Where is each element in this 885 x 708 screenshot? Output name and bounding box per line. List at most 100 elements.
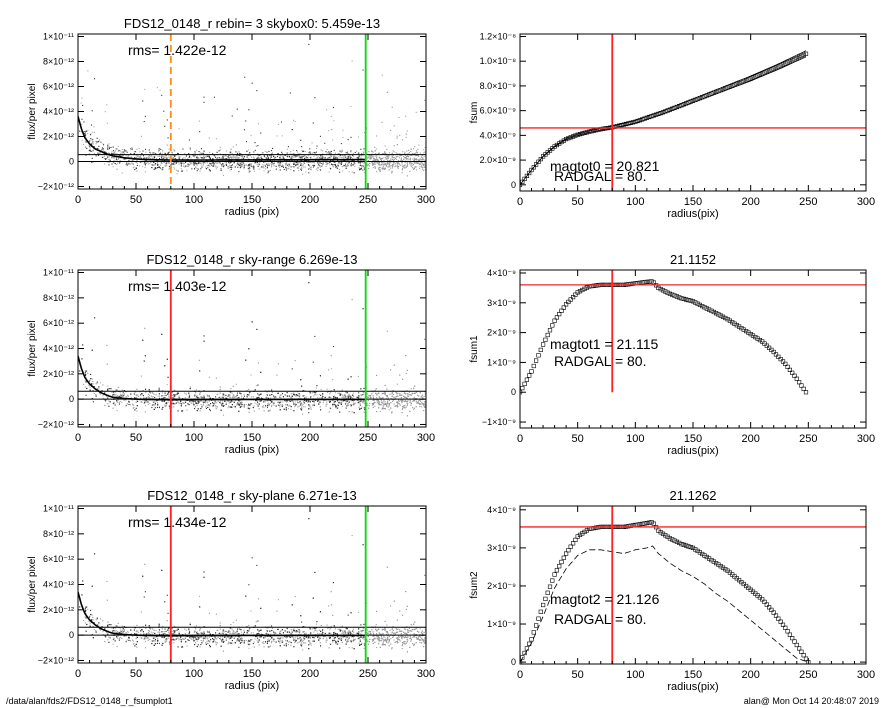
scatter-point [174, 157, 176, 159]
scatter-point [396, 383, 398, 385]
scatter-point [287, 146, 289, 148]
scatter-point [128, 401, 130, 403]
scatter-point [393, 364, 395, 366]
scatter-point [179, 156, 181, 158]
scatter-point [421, 166, 423, 168]
scatter-point [157, 402, 159, 404]
scatter-point [383, 153, 385, 155]
scatter-point [410, 394, 412, 396]
scatter-point [221, 157, 223, 159]
scatter-point [377, 159, 379, 161]
scatter-point [326, 164, 328, 166]
scatter-point [189, 163, 191, 165]
scatter-point [231, 157, 233, 159]
scatter-point [120, 153, 122, 155]
scatter-point [233, 397, 235, 399]
scatter-point [99, 152, 101, 154]
scatter-point [90, 134, 92, 136]
scatter-point [289, 400, 291, 402]
scatter-point [393, 396, 395, 398]
scatter-point [294, 163, 296, 165]
scatter-point [416, 398, 418, 400]
scatter-point [229, 162, 231, 164]
scatter-point [347, 164, 349, 166]
scatter-point [393, 156, 395, 158]
scatter-point [82, 344, 84, 346]
scatter-point [379, 157, 381, 159]
scatter-point [153, 401, 155, 403]
scatter-point [219, 149, 221, 151]
scatter-point [292, 162, 294, 164]
scatter-point [363, 165, 365, 167]
scatter-point [218, 150, 220, 152]
scatter-point [196, 170, 198, 172]
scatter-point [209, 158, 211, 160]
scatter-point [333, 389, 335, 391]
scatter-point [301, 165, 303, 167]
scatter-point [265, 168, 267, 170]
scatter-point [115, 389, 117, 391]
scatter-point [193, 162, 195, 164]
scatter-point [166, 162, 168, 164]
scatter-point [231, 404, 233, 406]
scatter-point [266, 160, 268, 162]
scatter-point [404, 161, 406, 163]
scatter-point [335, 405, 337, 407]
scatter-point [393, 161, 395, 163]
plot-area [78, 270, 426, 427]
series-marker [743, 78, 749, 83]
scatter-point [222, 405, 224, 407]
scatter-point [301, 146, 303, 148]
scatter-point [221, 403, 223, 405]
scatter-point [360, 148, 362, 150]
scatter-point [119, 391, 121, 393]
scatter-point [165, 155, 167, 157]
scatter-point [280, 394, 282, 396]
scatter-point [88, 140, 90, 142]
scatter-point [292, 165, 294, 167]
scatter-point [127, 156, 129, 158]
scatter-point [344, 165, 346, 167]
scatter-point [110, 146, 112, 148]
scatter-point [249, 165, 251, 167]
scatter-point [157, 404, 159, 406]
scatter-point [112, 161, 114, 163]
scatter-point [292, 400, 294, 402]
scatter-point [131, 147, 133, 149]
scatter-point [147, 163, 149, 165]
scatter-point [391, 171, 393, 173]
scatter-point [114, 159, 116, 161]
scatter-point [195, 392, 197, 394]
scatter-point [215, 166, 217, 168]
scatter-point [319, 406, 321, 408]
scatter-point [404, 165, 406, 167]
scatter-point [202, 162, 204, 164]
scatter-point [144, 115, 146, 117]
scatter-point [361, 164, 363, 166]
scatter-point [208, 164, 210, 166]
scatter-point [295, 161, 297, 163]
scatter-point [179, 162, 181, 164]
scatter-point [421, 406, 423, 408]
scatter-point [342, 170, 344, 172]
scatter-point [109, 158, 111, 160]
series-marker [796, 54, 802, 60]
scatter-point [87, 133, 89, 135]
scatter-point [279, 169, 281, 171]
scatter-point [383, 159, 385, 161]
scatter-point [319, 169, 321, 171]
series-marker [794, 55, 799, 61]
scatter-point [303, 162, 305, 164]
scatter-point [183, 402, 185, 404]
scatter-point [350, 105, 352, 107]
scatter-point [268, 150, 270, 152]
scatter-point [93, 131, 95, 133]
scatter-point [293, 153, 295, 155]
scatter-point [189, 161, 191, 163]
scatter-point [222, 157, 224, 159]
scatter-point [171, 400, 173, 402]
scatter-point [258, 163, 260, 165]
scatter-point [330, 355, 332, 357]
scatter-point [198, 120, 200, 122]
scatter-point [188, 394, 190, 396]
